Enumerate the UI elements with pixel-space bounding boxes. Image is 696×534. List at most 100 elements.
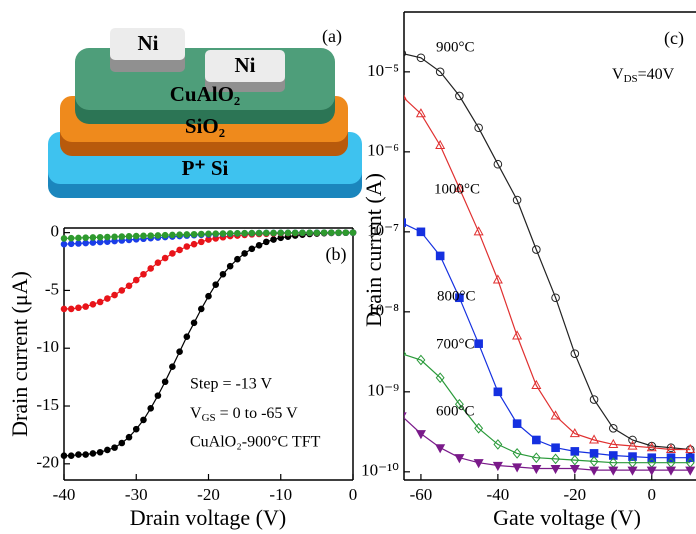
x-tick-label: 0: [648, 485, 657, 504]
marker: [148, 406, 154, 412]
marker: [552, 444, 560, 452]
marker: [300, 230, 306, 236]
marker: [90, 301, 96, 307]
marker: [571, 448, 579, 456]
x-tick-label: 0: [349, 485, 358, 504]
marker: [141, 271, 147, 277]
annotation-part: V: [190, 405, 202, 422]
annotation-sub: GS: [202, 412, 216, 424]
marker: [148, 266, 154, 272]
marker: [177, 232, 183, 238]
marker: [191, 320, 197, 326]
marker: [184, 334, 190, 340]
marker: [667, 467, 675, 475]
marker: [590, 467, 598, 475]
marker: [343, 230, 349, 236]
marker: [629, 453, 637, 461]
plot: -40-30-20-100-20-15-10-50: [36, 222, 357, 504]
marker: [256, 230, 262, 236]
marker: [76, 452, 82, 458]
marker: [76, 235, 82, 241]
marker: [533, 436, 541, 444]
marker: [249, 230, 255, 236]
marker: [90, 451, 96, 457]
x-tick-label: -20: [197, 485, 220, 504]
marker: [417, 431, 425, 439]
y-tick-label: -10: [36, 337, 59, 356]
marker: [590, 450, 598, 458]
marker: [206, 231, 212, 237]
y-tick-label: 10⁻⁷: [367, 221, 399, 240]
marker: [220, 231, 226, 237]
series-group: [61, 230, 356, 459]
marker: [278, 230, 284, 236]
marker: [198, 306, 204, 312]
marker: [321, 230, 327, 236]
marker: [105, 296, 111, 302]
layer-label: SiO₂: [185, 114, 225, 138]
marker: [155, 260, 161, 266]
y-tick-label: 10⁻⁵: [367, 61, 399, 80]
panel-label: (a): [322, 26, 342, 47]
marker: [256, 243, 262, 249]
series-line: [402, 416, 691, 470]
annotation-part: V: [612, 66, 624, 83]
marker: [628, 467, 636, 475]
marker: [97, 299, 103, 305]
marker: [198, 239, 204, 245]
marker: [133, 426, 139, 432]
marker: [61, 236, 67, 242]
marker: [213, 231, 219, 237]
marker: [119, 440, 125, 446]
annotation-part: = 0 to -65 V: [216, 405, 299, 422]
marker: [97, 234, 103, 240]
marker: [112, 292, 118, 298]
marker: [436, 252, 444, 260]
marker: [264, 239, 270, 245]
marker: [213, 282, 219, 288]
marker: [329, 230, 335, 236]
y-axis-title: Drain current (μA): [7, 271, 32, 437]
y-tick-label: -15: [36, 395, 59, 414]
annotation: VGS = 0 to -65 V: [190, 405, 298, 424]
marker: [83, 240, 89, 246]
marker: [242, 230, 248, 236]
marker: [83, 235, 89, 241]
annotation: CuAlO₂-900°C TFT: [190, 434, 321, 451]
series-label: 800°C: [437, 288, 476, 304]
marker: [61, 453, 67, 459]
marker: [126, 434, 132, 440]
marker: [249, 246, 255, 252]
y-tick-label: 10⁻⁹: [367, 381, 399, 400]
marker: [162, 232, 168, 238]
marker: [242, 251, 248, 257]
annotation: VDS=40V: [612, 66, 675, 85]
marker: [350, 230, 356, 236]
marker: [271, 237, 277, 243]
x-tick-label: -40: [487, 485, 510, 504]
layer-label: Ni: [138, 31, 159, 55]
x-tick-label: -10: [269, 485, 292, 504]
marker: [141, 233, 147, 239]
marker: [68, 235, 74, 241]
marker: [271, 230, 277, 236]
series-line: [402, 53, 691, 449]
marker: [76, 241, 82, 247]
layer-label: Ni: [235, 53, 256, 77]
marker: [314, 230, 320, 236]
device-diagram: Ni Ni CuAlO₂ SiO₂ P⁺ Si (a): [48, 26, 362, 198]
marker: [119, 234, 125, 240]
marker: [112, 445, 118, 451]
marker: [336, 230, 342, 236]
marker: [235, 256, 241, 262]
marker: [292, 230, 298, 236]
marker: [686, 467, 694, 475]
series-label: 700°C: [436, 336, 475, 352]
marker: [133, 277, 139, 283]
x-tick-label: -20: [563, 485, 586, 504]
marker: [170, 232, 176, 238]
marker: [97, 449, 103, 455]
marker: [68, 241, 74, 247]
marker: [398, 219, 406, 227]
